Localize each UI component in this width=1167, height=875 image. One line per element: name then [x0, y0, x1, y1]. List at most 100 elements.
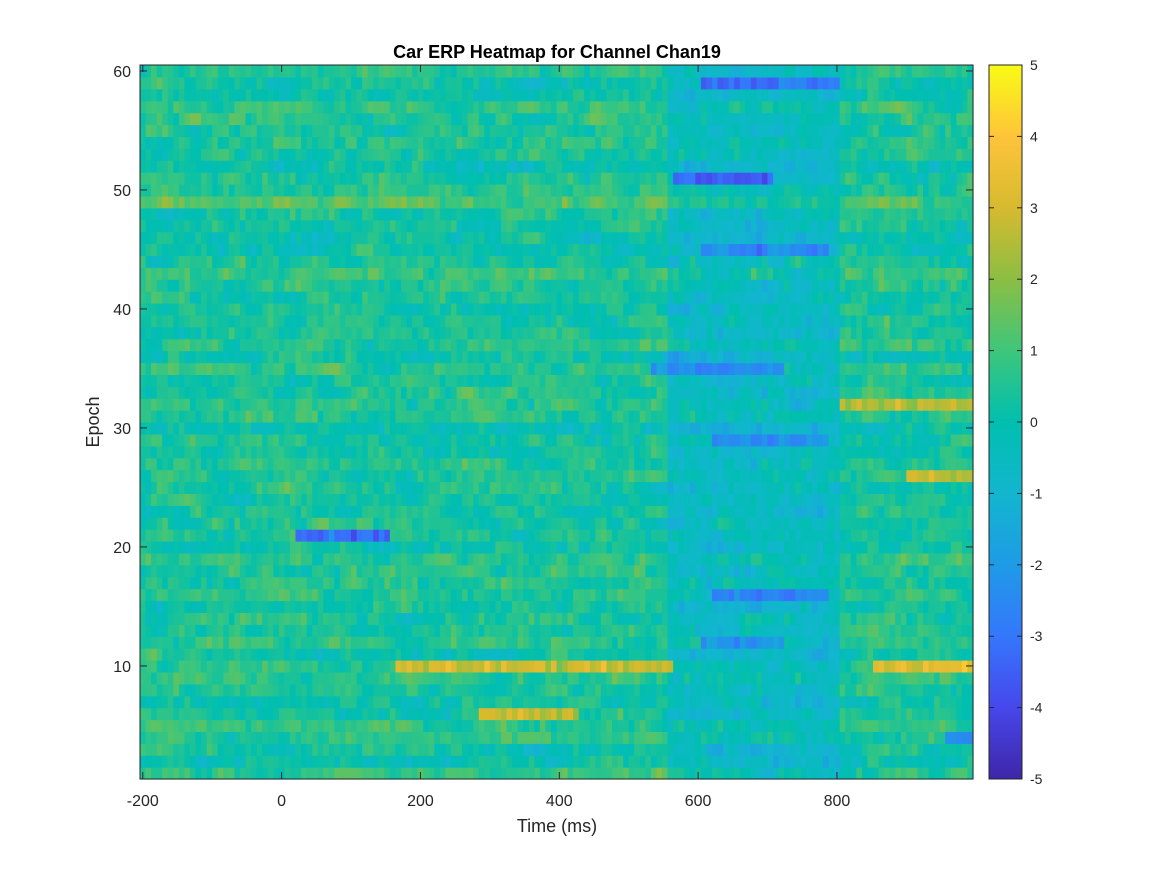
heatmap-cell [345, 731, 352, 744]
heatmap-cell [395, 517, 402, 530]
heatmap-cell [367, 445, 374, 459]
heatmap-cell [761, 743, 769, 756]
heatmap-cell [689, 564, 696, 578]
heatmap-cell [517, 648, 524, 661]
heatmap-cell [778, 445, 785, 459]
heatmap-cell [473, 398, 480, 411]
heatmap-cell [295, 683, 302, 697]
heatmap-cell [689, 410, 696, 423]
heatmap-cell [356, 422, 363, 435]
heatmap-cell [923, 445, 930, 459]
heatmap-cell [778, 469, 785, 483]
heatmap-cell [367, 469, 374, 483]
heatmap-cell [373, 410, 380, 423]
heatmap-cell [678, 576, 685, 590]
heatmap-cell [878, 422, 885, 435]
heatmap-cell [606, 529, 613, 542]
heatmap-cell [800, 612, 807, 625]
heatmap-cell [861, 410, 869, 423]
heatmap-cell [495, 505, 502, 518]
heatmap-cell [612, 731, 619, 744]
heatmap-cell [189, 695, 197, 709]
heatmap-cell [450, 529, 458, 542]
heatmap-cell [689, 767, 696, 780]
heatmap-cell [784, 683, 791, 697]
heatmap-cell [323, 564, 330, 578]
heatmap-cell [306, 374, 313, 387]
heatmap-cell [778, 600, 785, 613]
heatmap-cell [695, 564, 702, 578]
heatmap-cell [450, 564, 458, 578]
heatmap-cell [861, 588, 869, 602]
heatmap-cell [512, 719, 519, 732]
heatmap-cell [673, 564, 680, 578]
heatmap-cell [856, 469, 863, 483]
heatmap-cell [500, 731, 508, 744]
heatmap-cell [723, 505, 730, 518]
heatmap-cell [462, 671, 469, 685]
heatmap-cell [450, 469, 458, 483]
heatmap-cell [789, 552, 796, 566]
heatmap-cell [756, 422, 763, 435]
heatmap-cell [401, 410, 408, 423]
heatmap-cell [384, 386, 391, 399]
heatmap-cell [756, 600, 763, 613]
heatmap-cell [911, 612, 919, 625]
heatmap-cell [417, 660, 424, 673]
heatmap-cell [662, 481, 669, 494]
heatmap-cell [489, 529, 497, 542]
heatmap-cell [867, 576, 874, 590]
heatmap-cell [945, 755, 952, 768]
heatmap-cell [389, 529, 397, 542]
heatmap-cell [828, 457, 835, 471]
heatmap-cell [878, 398, 885, 411]
heatmap-cell [906, 433, 913, 447]
heatmap-cell [495, 457, 502, 471]
heatmap-cell [628, 505, 635, 518]
heatmap-cell [700, 564, 708, 578]
heatmap-cell [756, 743, 763, 756]
heatmap-cell [528, 422, 535, 435]
heatmap-cell [884, 612, 891, 625]
heatmap-cell [295, 612, 302, 625]
heatmap-cell [439, 636, 447, 649]
heatmap-cell [423, 469, 430, 483]
heatmap-cell [800, 624, 807, 637]
heatmap-cell [934, 445, 941, 459]
heatmap-cell [945, 719, 952, 732]
heatmap-cell [423, 410, 430, 423]
heatmap-cell [711, 469, 719, 483]
heatmap-cell [828, 541, 835, 554]
heatmap-cell [811, 707, 819, 721]
heatmap-cell [884, 588, 891, 602]
heatmap-cell [845, 731, 852, 744]
heatmap-cell [934, 457, 941, 471]
heatmap-cell [212, 422, 219, 435]
heatmap-cell [662, 457, 669, 471]
heatmap-cell [151, 541, 158, 554]
heatmap-cell [817, 767, 824, 780]
heatmap-cell [584, 612, 591, 625]
heatmap-cell [828, 564, 835, 578]
heatmap-cell [606, 422, 613, 435]
heatmap-cell [739, 743, 746, 756]
heatmap-cell [667, 767, 674, 780]
heatmap-cell [395, 552, 402, 566]
heatmap-cell [817, 588, 824, 602]
heatmap-cell [717, 445, 724, 459]
heatmap-cell [956, 576, 963, 590]
heatmap-cell [845, 683, 852, 697]
heatmap-cell [523, 529, 530, 542]
heatmap-cell [956, 707, 963, 721]
heatmap-cell [500, 398, 508, 411]
heatmap-cell [834, 386, 841, 399]
heatmap-cell [356, 564, 363, 578]
heatmap-cell [645, 624, 652, 637]
heatmap-cell [545, 612, 552, 625]
heatmap-cell [856, 552, 863, 566]
heatmap-cell [389, 755, 397, 768]
heatmap-cell [678, 541, 685, 554]
heatmap-cell [173, 410, 180, 423]
heatmap-cell [823, 719, 830, 732]
heatmap-cell [839, 731, 846, 744]
